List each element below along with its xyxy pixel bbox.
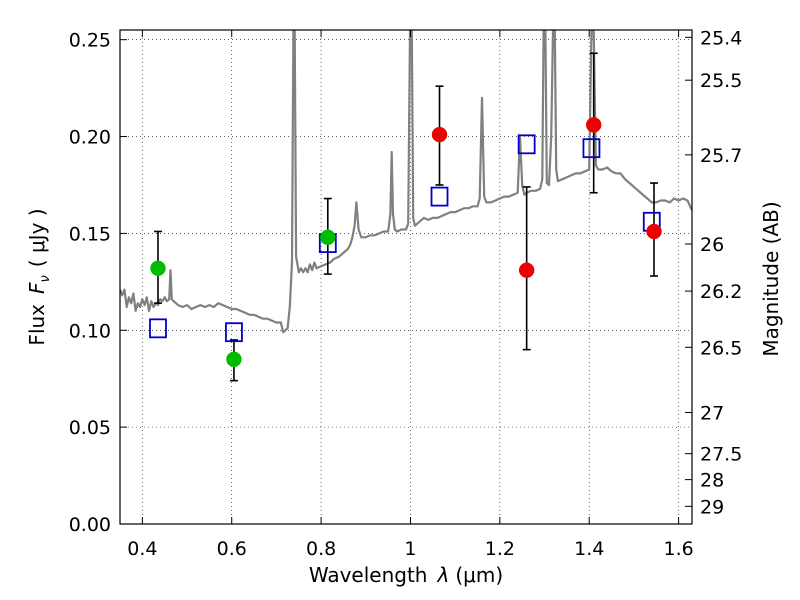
x-tick-label: 1 bbox=[404, 538, 416, 560]
y-tick-label: 0.25 bbox=[69, 30, 111, 52]
grid-lines bbox=[120, 30, 692, 525]
magnitude-axis-ticks: 25.4 25.5 25.7 26 26.2 26.5 27 27.5 28 29 bbox=[685, 27, 742, 518]
magnitude-tick-label: 25.5 bbox=[700, 70, 742, 92]
magnitude-axis-title: Magnitude (AB) bbox=[759, 201, 783, 356]
plot-frame bbox=[119, 29, 693, 525]
magnitude-tick-label: 28 bbox=[700, 470, 724, 492]
magnitude-tick-label: 27.5 bbox=[700, 444, 742, 466]
y-tick-label: 0.05 bbox=[69, 417, 111, 439]
magnitude-tick-label: 26 bbox=[700, 234, 724, 256]
magnitude-tick-label: 26.2 bbox=[700, 281, 742, 303]
model-square-point bbox=[517, 134, 536, 155]
red-data-point bbox=[518, 262, 535, 278]
y-axis-title-symbol: F bbox=[25, 282, 49, 294]
y-axis-ticks: 0.00 0.05 0.10 0.15 0.20 0.25 bbox=[69, 30, 127, 536]
model-spectrum-line bbox=[120, 30, 692, 334]
y-tick-label: 0.10 bbox=[69, 320, 111, 342]
y-tick-label: 0.20 bbox=[69, 127, 111, 149]
y-axis-title-unit: ( μJy ) bbox=[25, 208, 49, 267]
model-square-point bbox=[430, 186, 449, 207]
y-tick-label: 0.15 bbox=[69, 223, 111, 245]
red-data-point bbox=[585, 117, 602, 133]
model-square-point bbox=[225, 322, 243, 343]
green-data-point bbox=[150, 260, 166, 277]
magnitude-tick-label: 27 bbox=[700, 403, 724, 425]
x-axis-title-symbol: λ bbox=[437, 563, 450, 587]
magnitude-tick-label: 26.5 bbox=[700, 337, 742, 359]
green-data-point bbox=[320, 229, 336, 246]
y-axis-title-prefix: Flux bbox=[25, 304, 49, 346]
y-axis-title-subscript: ν bbox=[38, 275, 53, 282]
red-data-point bbox=[431, 126, 448, 143]
y-tick-label: 0.00 bbox=[69, 514, 111, 536]
model-square-point bbox=[149, 318, 167, 339]
x-tick-label: 0.6 bbox=[217, 538, 247, 560]
magnitude-tick-label: 25.7 bbox=[700, 145, 742, 167]
x-tick-label: 1.4 bbox=[574, 538, 604, 560]
model-square-point bbox=[582, 138, 601, 159]
x-tick-label: 0.8 bbox=[306, 538, 336, 560]
y-axis-title: Flux Fν ( μJy ) bbox=[25, 208, 53, 345]
errorbars-layer bbox=[153, 52, 659, 382]
x-tick-label: 1.6 bbox=[663, 538, 693, 560]
x-axis-title-prefix: Wavelength bbox=[309, 563, 428, 587]
x-axis-ticks: 0.4 0.6 0.8 1 1.2 1.4 1.6 bbox=[127, 30, 694, 560]
x-axis-title: Wavelength λ (μm) bbox=[309, 563, 503, 587]
magnitude-tick-label: 25.4 bbox=[700, 27, 742, 49]
magnitude-tick-label: 29 bbox=[700, 496, 724, 518]
x-tick-label: 1.2 bbox=[485, 538, 515, 560]
markers-layer bbox=[149, 117, 662, 368]
green-data-point bbox=[226, 351, 242, 368]
x-tick-label: 0.4 bbox=[127, 538, 157, 560]
spectrum-layer bbox=[120, 30, 692, 334]
red-data-point bbox=[646, 223, 662, 240]
x-axis-title-unit: (μm) bbox=[455, 563, 503, 587]
